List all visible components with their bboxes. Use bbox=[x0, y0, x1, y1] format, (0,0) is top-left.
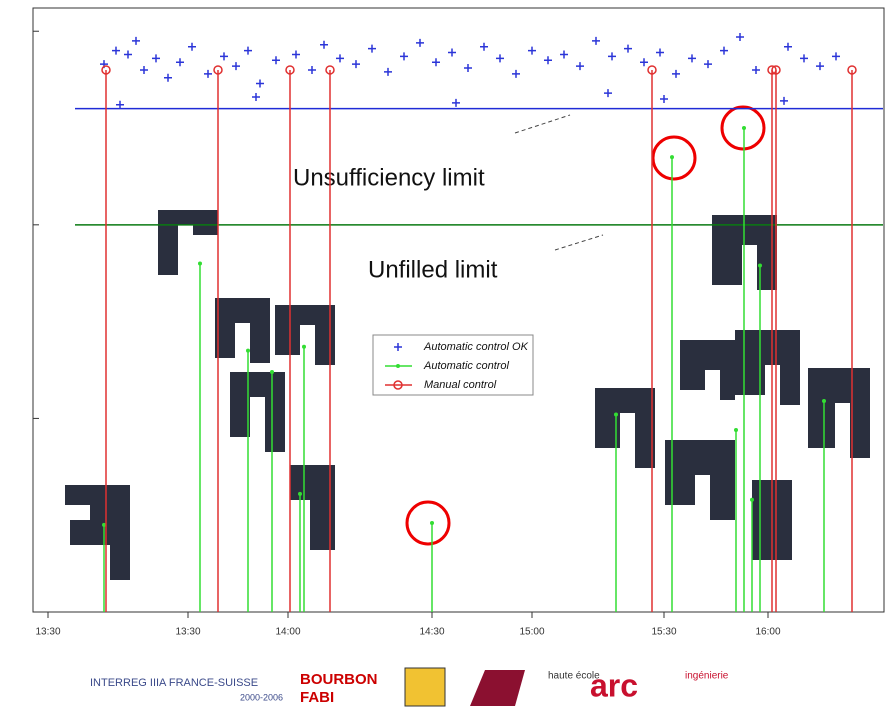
point-marker bbox=[670, 155, 674, 159]
logo-text: 2000-2006 bbox=[240, 692, 283, 702]
x-tick-label: 13:30 bbox=[175, 627, 200, 638]
legend-marker bbox=[396, 364, 400, 368]
annotation: Unsufficiency limit bbox=[293, 164, 485, 191]
point-marker bbox=[758, 263, 762, 267]
x-tick-label: 15:00 bbox=[519, 627, 544, 638]
legend-label: Manual control bbox=[424, 379, 497, 391]
legend-label: Automatic control OK bbox=[423, 341, 529, 353]
x-tick-label: 14:00 bbox=[275, 627, 300, 638]
x-tick-label: 13:30 bbox=[35, 627, 60, 638]
point-marker bbox=[822, 399, 826, 403]
point-marker bbox=[198, 262, 202, 266]
point-marker bbox=[298, 492, 302, 496]
legend-label: Automatic control bbox=[423, 360, 510, 372]
x-tick-label: 15:30 bbox=[651, 627, 676, 638]
point-marker bbox=[270, 370, 274, 374]
logo-text: BOURBON bbox=[300, 671, 378, 688]
point-marker bbox=[302, 345, 306, 349]
logo-text: arc bbox=[590, 667, 638, 703]
point-marker bbox=[430, 521, 434, 525]
logo-image bbox=[405, 668, 445, 706]
point-marker bbox=[750, 498, 754, 502]
point-marker bbox=[614, 413, 618, 417]
x-tick-label: 16:00 bbox=[755, 627, 780, 638]
annotation: Unfilled limit bbox=[368, 256, 498, 283]
logo-text: FABI bbox=[300, 689, 334, 706]
x-tick-label: 14:30 bbox=[419, 627, 444, 638]
chart: Unsufficiency limit Unfilled limit INTER… bbox=[0, 0, 885, 711]
logo-text: INTERREG IIIA FRANCE-SUISSE bbox=[90, 677, 258, 689]
point-marker bbox=[742, 126, 746, 130]
point-marker bbox=[734, 428, 738, 432]
point-marker bbox=[246, 349, 250, 353]
logo-text: ingénierie bbox=[685, 671, 729, 682]
